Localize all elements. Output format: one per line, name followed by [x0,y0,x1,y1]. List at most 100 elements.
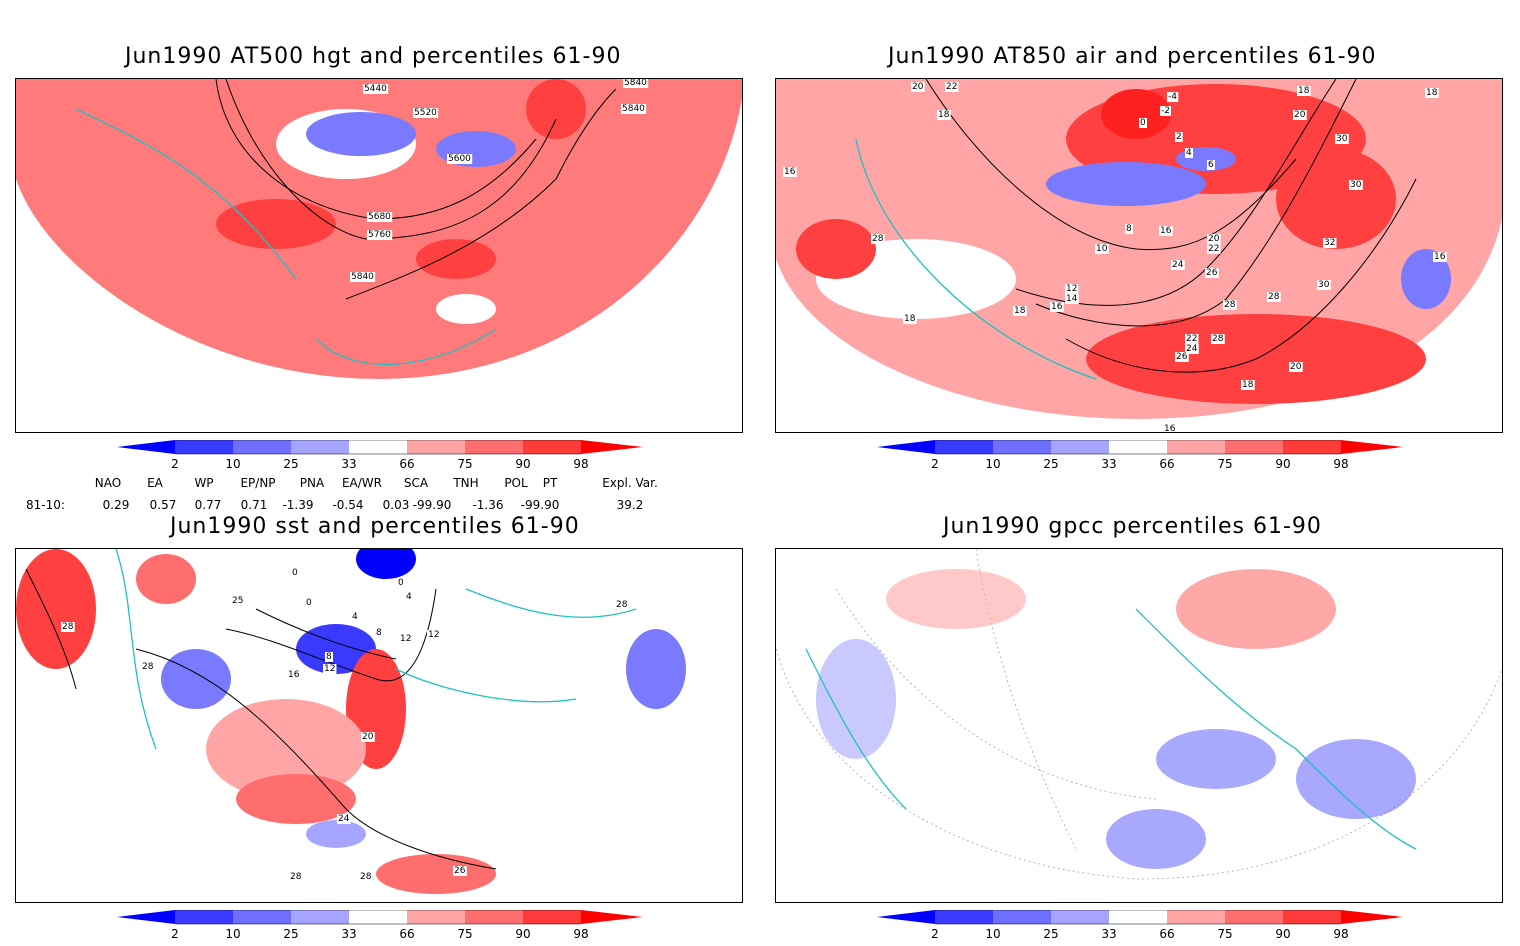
map-panel-sst: 28 25 0 0 0 4 4 8 12 16 8 12 12 20 28 28… [15,548,743,903]
index-value: -99.90 [520,498,560,512]
colorbar-tick: 25 [283,457,299,471]
colorbar-tick: 75 [457,457,473,471]
index-header: SCA [403,476,429,490]
contour-label: 18 [1426,88,1438,98]
hgt-map: 5440 5520 5600 5680 5760 5840 5840 5840 [16,79,742,432]
contour-label: 22 [1208,244,1219,254]
map-panel-air: 20 22 18 16 -4 -2 0 2 4 6 8 10 12 14 16 … [775,78,1503,433]
coastline [805,608,1417,850]
contour-label: 0 [398,578,404,588]
contour-label: 26 [454,866,466,876]
index-header: PNA [299,476,325,490]
contour-label: 5840 [351,272,374,282]
contour-label: 4 [406,592,412,602]
index-header: TNH [453,476,479,490]
contour-label: 12 [400,634,411,644]
contour-label: 20 [1290,362,1302,372]
index-value: 39.2 [616,498,644,512]
coastline [115,549,637,750]
contour-label: 30 [1350,180,1362,190]
colorbar-tick: 2 [931,457,939,471]
contour-label: 5440 [364,84,387,94]
anomaly-fill-red [16,79,742,379]
index-header: Expl. Var. [602,476,658,490]
index-header: POL [504,476,528,490]
colorbar-tick: 90 [515,457,531,471]
index-header: NAO [94,476,122,490]
colorbar-tick: 33 [1101,927,1117,941]
contour-label: 28 [1212,334,1224,344]
map-panel-gpcc [775,548,1503,903]
colorbar-tick: 2 [931,927,939,941]
colorbar-tick: 33 [341,457,357,471]
contour-label: 24 [1186,344,1198,354]
contour-label: 5520 [414,108,437,118]
contour-label: 20 [1294,110,1306,120]
contour-label: 22 [946,82,957,92]
colorbar-tick: 33 [1101,457,1117,471]
contour-label: 22 [1186,334,1197,344]
contour-label: 4 [352,612,358,622]
colorbar-tick: 90 [1275,927,1291,941]
contour-label: 16 [288,670,300,680]
coastline [75,108,497,366]
contour-label: -2 [1161,106,1170,116]
contour-label: 32 [1324,238,1335,248]
index-header: PT [542,476,558,490]
contour-label: 28 [872,234,884,244]
contour-label: 16 [1160,226,1172,236]
contour-label: 16 [1434,252,1446,262]
contour-label: 12 [428,630,439,640]
contour-label: 0 [1140,118,1146,128]
colorbar-tick: 25 [1043,927,1059,941]
contour-label: 30 [1336,134,1348,144]
air-map: 20 22 18 16 -4 -2 0 2 4 6 8 10 12 14 16 … [776,79,1502,432]
contour-label: 28 [360,872,372,882]
contour-label: 26 [1176,352,1188,362]
contour-label: 14 [1066,294,1078,304]
coastline [855,138,1097,380]
contour-label: 20 [362,732,374,742]
contour-label: 2 [1176,132,1182,142]
colorbar-tick: 66 [1159,927,1175,941]
panel-title-hgt: Jun1990 AT500 hgt and percentiles 61-90 [125,44,622,69]
colorbar-tick: 2 [171,457,179,471]
contour-label: 0 [292,568,298,578]
contour-label: 24 [338,814,350,824]
contour-label: 25 [232,596,243,606]
contour-label: 28 [290,872,302,882]
contour-label: 5840 [622,104,645,114]
contour-label: 26 [1206,268,1218,278]
colorbar-tick: 10 [225,457,241,471]
index-header: EA [147,476,163,490]
contour-label: 12 [1066,284,1077,294]
contour-label: 5680 [368,212,391,222]
contour-label: 30 [1318,280,1330,290]
colorbar-tick: 10 [985,457,1001,471]
contour-label: 20 [1208,234,1220,244]
contour-label: 8 [376,628,382,638]
index-value: 0.29 [102,498,130,512]
index-row-label: 81-10: [26,498,65,512]
colorbar-tick: 66 [399,457,415,471]
colorbar-tick: 66 [1159,457,1175,471]
contour-label: 0 [306,598,312,608]
contour-label: 16 [784,167,796,177]
sst-map: 28 25 0 0 0 4 4 8 12 16 8 12 12 20 28 28… [16,549,742,894]
colorbar-tick: 66 [399,927,415,941]
panel-title-sst: Jun1990 sst and percentiles 61-90 [170,514,580,539]
gpcc-map [776,549,1502,880]
colorbar-tick: 98 [573,927,589,941]
index-header: EP/NP [240,476,276,490]
contour-label: 5600 [448,154,471,164]
contour-label: 20 [912,82,924,92]
index-value: -1.39 [282,498,314,512]
index-value: 0.03 [382,498,410,512]
contour-label: 18 [1242,380,1254,390]
index-value: -1.36 [472,498,504,512]
index-value: 0.71 [240,498,268,512]
index-value: -0.54 [332,498,364,512]
colorbar-tick: 75 [1217,457,1233,471]
colorbar-air: 2 10 25 33 66 75 90 98 [877,440,1403,476]
colorbar-tick: 98 [1333,927,1349,941]
